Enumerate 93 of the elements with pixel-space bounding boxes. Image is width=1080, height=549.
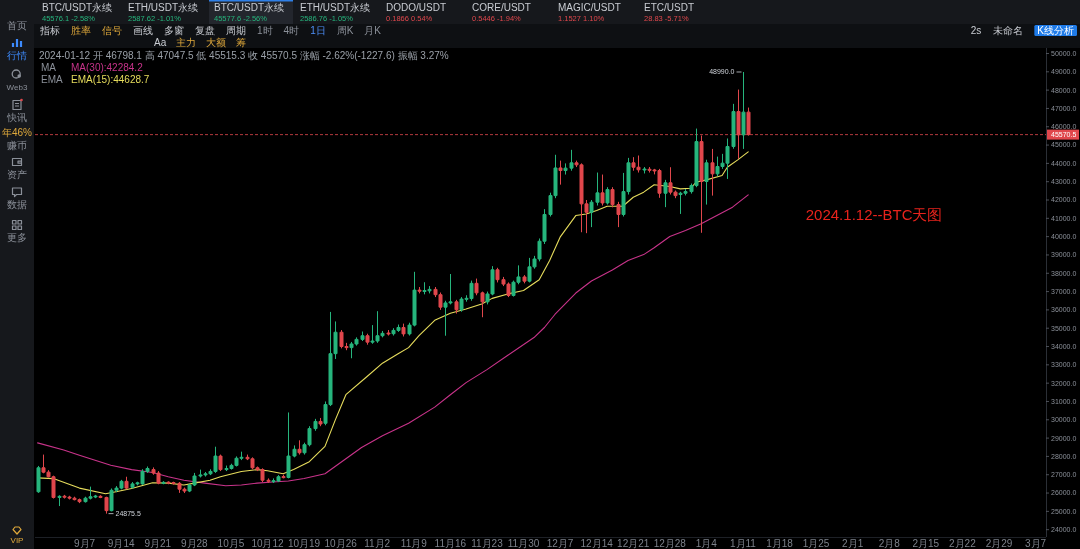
text: 胜率 xyxy=(71,25,91,36)
text: 赚币 xyxy=(7,140,27,151)
candlestick xyxy=(605,186,610,206)
text: MA(30):42284.2 xyxy=(71,62,144,73)
candlestick xyxy=(558,160,563,186)
text: 月K xyxy=(364,25,382,36)
annotation: 主力 xyxy=(176,37,197,48)
text: DODO/USDT xyxy=(386,2,446,13)
text: BTC/USDT永续 xyxy=(42,2,112,13)
text: 2s xyxy=(970,25,982,36)
x-tick-label: 12月28 xyxy=(653,538,687,549)
x-tick-label: 10月26 xyxy=(324,538,358,549)
candlestick xyxy=(297,439,302,456)
candlestick xyxy=(522,274,527,284)
text: 指标 xyxy=(39,25,60,36)
annotation: 2024-01-12 开 46798.1 高 47047.5 低 45515.3 收 45570.5 涨幅 -2.62%(-1227.6) 振幅 3.27% xyxy=(39,50,449,61)
text: 2024.1.12--BTC天图 xyxy=(805,206,943,223)
x-tick-label: 9月7 xyxy=(74,538,96,549)
candlestick xyxy=(704,159,709,206)
text: 画线 xyxy=(133,25,153,36)
candlestick xyxy=(454,299,459,315)
text: 4时 xyxy=(283,25,300,36)
candlestick xyxy=(710,148,715,197)
text: BTC/USDT永续 xyxy=(214,2,284,13)
candlestick xyxy=(736,89,741,160)
candlestick xyxy=(318,417,323,427)
x-tick-label: 11月9 xyxy=(400,538,428,549)
x-tick-label: 12月7 xyxy=(546,538,574,549)
text: 多窗 xyxy=(164,25,184,36)
text: VIP xyxy=(10,536,24,545)
x-tick-label: 2月29 xyxy=(985,538,1013,549)
text: ETH/USDT永续 xyxy=(300,2,370,13)
candlestick xyxy=(600,174,605,207)
x-tick-label: 10月12 xyxy=(251,538,285,549)
text: 未命名 xyxy=(993,25,1024,36)
text: 1时 xyxy=(257,25,273,36)
candlestick xyxy=(124,476,129,490)
x-tick-label: 9月14 xyxy=(107,538,135,549)
x-tick-label: 11月23 xyxy=(471,538,504,549)
text: 周期 xyxy=(226,25,246,36)
x-tick-label: 2月8 xyxy=(878,538,901,549)
candlestick xyxy=(741,71,746,150)
x-tick-label: 2月15 xyxy=(912,538,940,549)
text: 复盘 xyxy=(195,25,215,36)
annotation: 筹 xyxy=(236,37,247,48)
candlestick xyxy=(401,323,406,337)
annotation: EMA xyxy=(41,74,63,85)
x-tick-label: 12月21 xyxy=(617,538,650,549)
text: 行情 xyxy=(7,50,27,61)
text: Web3 xyxy=(6,83,28,92)
candlestick xyxy=(365,333,370,346)
text: 首页 xyxy=(7,20,27,31)
x-tick-label: 10月19 xyxy=(287,538,321,549)
candlestick xyxy=(218,454,223,472)
x-tick-label: 9月28 xyxy=(181,538,209,549)
text: 更多 xyxy=(7,232,27,243)
candlestick xyxy=(36,465,41,494)
text: 年46% xyxy=(1,127,33,138)
text: 周K xyxy=(336,25,354,36)
x-tick-label: 1月25 xyxy=(802,538,830,549)
x-tick-label: 2月22 xyxy=(949,538,977,549)
text: ETH/USDT永续 xyxy=(128,2,198,13)
annotation: MA xyxy=(41,62,57,73)
x-tick-label: 2月1 xyxy=(842,538,864,549)
annotation: Aa xyxy=(154,37,167,48)
x-tick-label: 3月7 xyxy=(1024,538,1047,549)
x-tick-label: 11月30 xyxy=(507,538,540,549)
text: 资产 xyxy=(7,169,27,180)
candlestick xyxy=(642,166,647,174)
annotation: 大额 xyxy=(206,37,227,48)
text: EMA(15):44628.7 xyxy=(71,74,150,85)
text: 数据 xyxy=(7,199,27,210)
text: CORE/USDT xyxy=(472,2,531,13)
text: 1日 xyxy=(310,25,326,36)
candlestick xyxy=(281,474,286,479)
candlestick xyxy=(57,494,62,507)
x-tick-label: 12月14 xyxy=(580,538,614,549)
text: 信号 xyxy=(102,25,122,36)
x-tick-label: 1月11 xyxy=(729,538,757,549)
candlestick xyxy=(161,480,166,485)
text: ETC/USDT xyxy=(644,2,694,13)
text: K线分析 xyxy=(1037,25,1074,36)
text: MAGIC/USDT xyxy=(558,2,621,13)
text: 快讯 xyxy=(6,112,27,123)
x-tick-label: 1月4 xyxy=(695,538,718,549)
candlestick xyxy=(663,179,668,208)
x-tick-label: 9月21 xyxy=(144,538,172,549)
x-tick-label: 11月16 xyxy=(434,538,467,549)
x-tick-label: 1月18 xyxy=(766,538,794,549)
x-tick-label: 10月5 xyxy=(217,538,245,549)
candlestick xyxy=(386,329,391,337)
candlestick xyxy=(417,286,422,294)
x-tick-label: 11月2 xyxy=(364,538,391,549)
